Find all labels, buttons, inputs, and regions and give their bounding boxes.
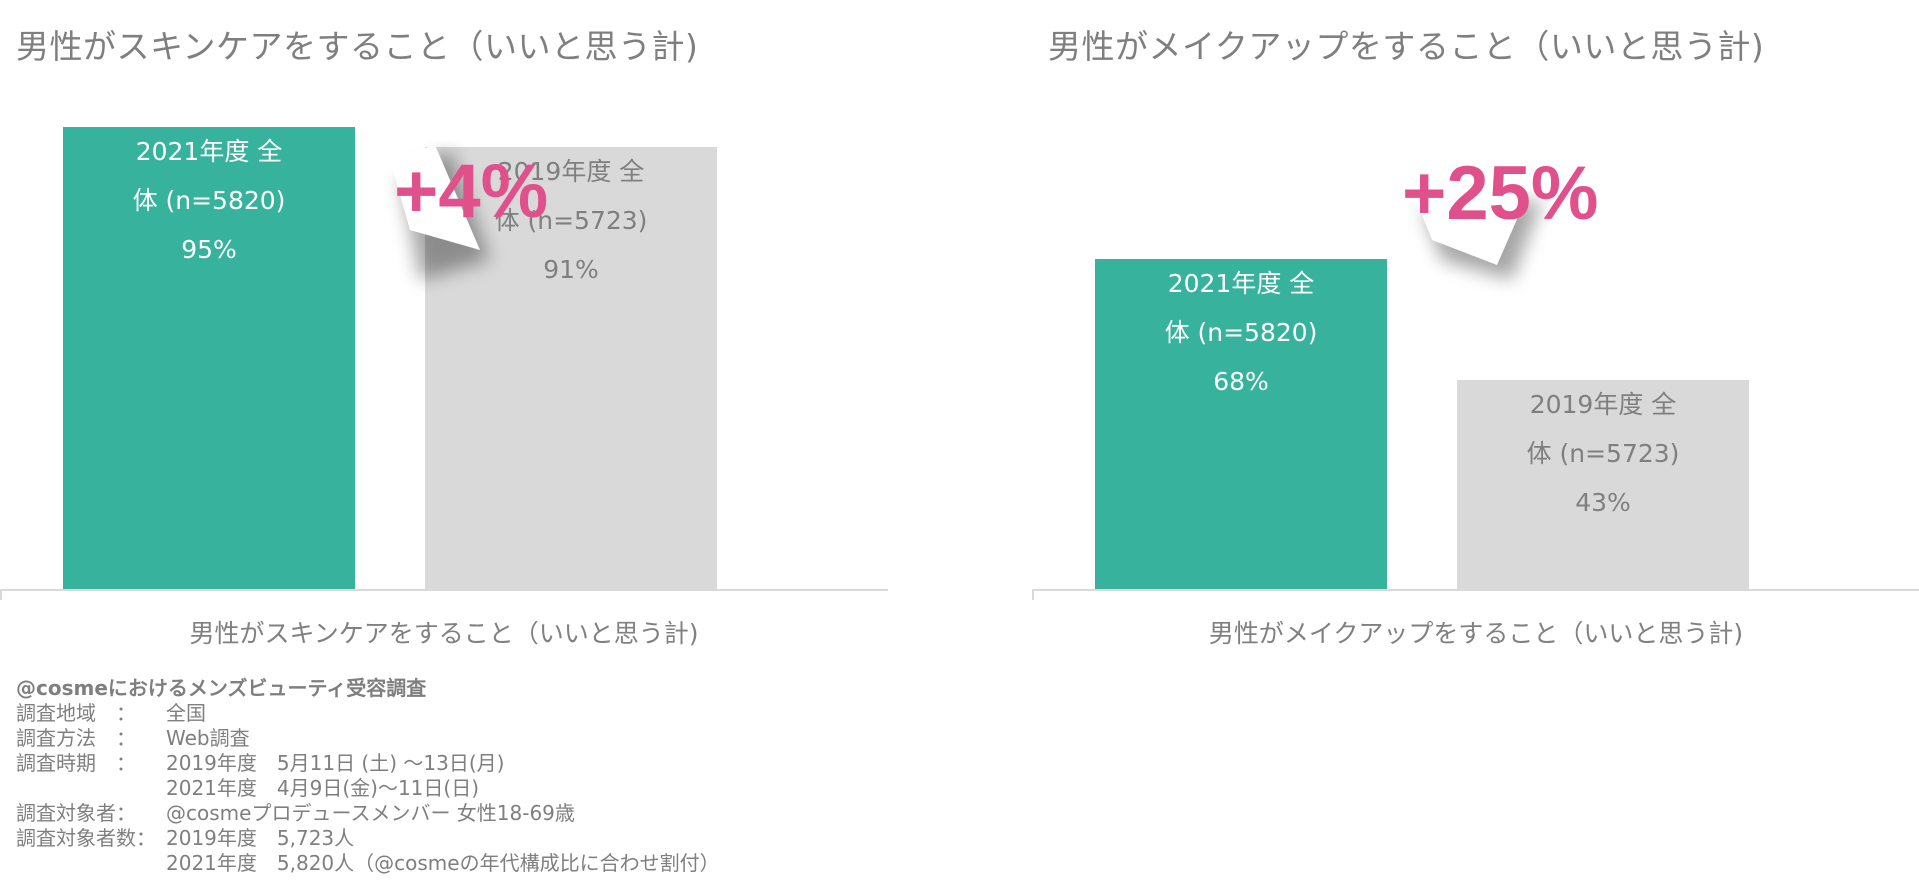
- survey-notes-key: [16, 776, 166, 801]
- x-axis-category-label: 男性がメイクアップをすること（いいと思う計): [1208, 619, 1744, 648]
- bar-label-line: 体 (n=5820): [1164, 317, 1318, 347]
- bar-label-line: 2021年度 全: [1167, 268, 1315, 298]
- bar-label-value: 95%: [181, 235, 237, 265]
- survey-notes-key: 調査地域 ：: [16, 701, 136, 725]
- survey-notes-row: 調査対象者数： 2019年度 5,723人: [16, 826, 720, 851]
- survey-notes-value: 全国: [166, 701, 206, 725]
- bar-label-value: 68%: [1213, 366, 1269, 396]
- bar-label-line: 2021年度 全: [135, 137, 283, 167]
- bar-label: 2019年度 全 体 (n=5723) 43%: [1457, 380, 1749, 527]
- x-axis-line: [1032, 589, 1919, 591]
- survey-notes-value: Web調査: [166, 726, 250, 750]
- survey-notes-value: 2019年度 5,723人: [166, 826, 355, 850]
- survey-notes-key: [16, 851, 166, 876]
- bar-label-value: 43%: [1575, 488, 1631, 518]
- survey-notes: @cosmeにおけるメンズビューティ受容調査 調査地域 ： 全国調査方法 ： Web…: [16, 676, 720, 876]
- survey-notes-key: 調査対象者数：: [16, 826, 156, 850]
- delta-annotation: +4%: [394, 149, 549, 234]
- bar-label: 2021年度 全 体 (n=5820) 95%: [63, 127, 355, 274]
- chart-makeup: 男性がメイクアップをすること（いいと思う計) 2021年度 全 体 (n=582…: [1032, 0, 1919, 660]
- chart-title: 男性がメイクアップをすること（いいと思う計): [1048, 27, 1765, 66]
- survey-notes-title: @cosmeにおけるメンズビューティ受容調査: [16, 676, 427, 700]
- survey-notes-value: 2021年度 5,820人（@cosmeの年代構成比に合わせ割付）: [166, 851, 720, 875]
- bar-label-line: 2019年度 全: [1529, 390, 1677, 420]
- bar-2021: 2021年度 全 体 (n=5820) 68%: [1095, 258, 1387, 589]
- arrow-shadow-shape: [390, 145, 490, 280]
- bar-label-value: 91%: [543, 254, 599, 284]
- bar-2021: 2021年度 全 体 (n=5820) 95%: [63, 127, 355, 589]
- bar-label-line: 体 (n=5723): [1526, 439, 1680, 469]
- survey-notes-key: 調査方法 ：: [16, 726, 136, 750]
- bar-label: 2019年度 全 体 (n=5723) 91%: [425, 147, 717, 294]
- survey-notes-value: 2021年度 4月9日(金)～11日(日): [166, 776, 480, 800]
- survey-notes-value: @cosmeプロデュースメンバー 女性18-69歳: [166, 801, 575, 825]
- survey-notes-value: 2019年度 5月11日 (土) ～13日(月): [166, 751, 505, 775]
- delta-annotation: +25%: [1402, 151, 1599, 236]
- survey-notes-rows: 調査地域 ： 全国調査方法 ： Web調査調査時期 ： 2019年度 5月11日 (土…: [16, 701, 720, 876]
- x-axis-line: [0, 589, 888, 591]
- bar-label-line: 2019年度 全: [497, 156, 645, 186]
- arrow-shadow-shape: [1412, 185, 1542, 280]
- chart-skincare: 男性がスキンケアをすること（いいと思う計) 2021年度 全 体 (n=5820…: [0, 0, 890, 660]
- chart-title: 男性がスキンケアをすること（いいと思う計): [16, 27, 699, 66]
- survey-notes-row: 2021年度 4月9日(金)～11日(日): [16, 776, 720, 801]
- bar-2019: 2019年度 全 体 (n=5723) 43%: [1457, 380, 1749, 589]
- bar-label-line: 体 (n=5820): [132, 186, 286, 216]
- survey-notes-key: 調査時期 ：: [16, 751, 136, 775]
- x-axis-tick: [0, 590, 2, 600]
- survey-notes-row: 2021年度 5,820人（@cosmeの年代構成比に合わせ割付）: [16, 851, 720, 876]
- survey-notes-row: 調査対象者： @cosmeプロデュースメンバー 女性18-69歳: [16, 801, 720, 826]
- x-axis-tick: [1032, 590, 1034, 600]
- bar-label-line: 体 (n=5723): [494, 205, 648, 235]
- survey-notes-row: 調査時期 ： 2019年度 5月11日 (土) ～13日(月): [16, 751, 720, 776]
- bar-label: 2021年度 全 体 (n=5820) 68%: [1095, 259, 1387, 406]
- survey-notes-row: 調査方法 ： Web調査: [16, 726, 720, 751]
- survey-notes-key: 調査対象者：: [16, 801, 136, 825]
- survey-notes-row: 調査地域 ： 全国: [16, 701, 720, 726]
- x-axis-category-label: 男性がスキンケアをすること（いいと思う計): [189, 619, 699, 648]
